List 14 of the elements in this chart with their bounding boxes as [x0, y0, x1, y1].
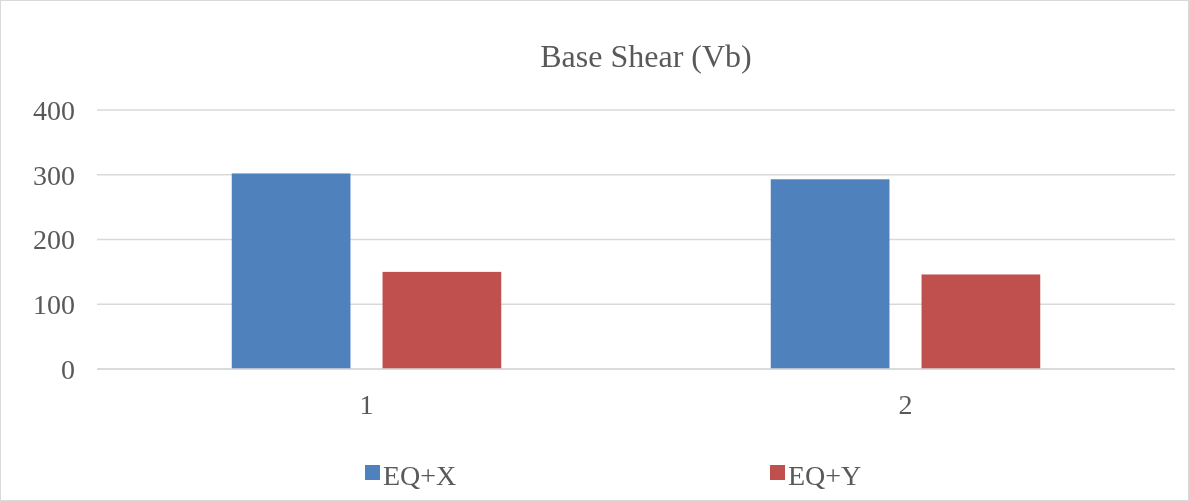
bar: [770, 179, 890, 369]
legend-label: EQ+X: [383, 459, 457, 491]
legend-label: EQ+Y: [788, 459, 862, 491]
bar: [231, 173, 351, 369]
bar: [382, 271, 502, 369]
y-tick-label: 0: [61, 353, 75, 385]
chart-title: Base Shear (Vb): [540, 38, 752, 74]
y-tick-label: 100: [33, 289, 75, 321]
bar: [921, 274, 1041, 369]
y-tick-label: 400: [33, 94, 75, 126]
x-tick-label: 1: [359, 389, 374, 420]
x-tick-label: 2: [898, 389, 913, 420]
y-tick-label: 300: [33, 159, 75, 191]
y-tick-label: 200: [33, 224, 75, 256]
